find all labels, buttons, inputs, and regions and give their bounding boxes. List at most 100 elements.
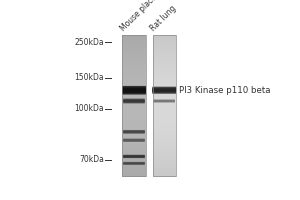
Bar	[122, 152, 146, 154]
Bar	[122, 134, 146, 136]
FancyBboxPatch shape	[123, 99, 145, 103]
Bar	[153, 114, 176, 117]
Bar	[122, 111, 146, 113]
Bar	[153, 116, 176, 118]
FancyBboxPatch shape	[154, 100, 175, 102]
FancyBboxPatch shape	[123, 99, 145, 103]
Bar	[122, 106, 146, 108]
Bar	[122, 157, 146, 159]
Bar	[122, 37, 146, 39]
Bar	[153, 86, 176, 88]
FancyBboxPatch shape	[123, 155, 145, 158]
Bar	[122, 139, 146, 141]
Bar	[153, 61, 176, 63]
Bar	[122, 113, 146, 115]
Bar	[122, 102, 146, 104]
FancyBboxPatch shape	[152, 88, 176, 92]
Bar	[153, 100, 176, 102]
Bar	[153, 67, 176, 69]
Bar	[122, 79, 146, 81]
FancyBboxPatch shape	[122, 86, 146, 95]
Bar	[122, 40, 146, 42]
FancyBboxPatch shape	[123, 162, 145, 165]
Bar	[153, 145, 176, 147]
Bar	[122, 148, 146, 150]
FancyBboxPatch shape	[123, 99, 145, 103]
Bar	[122, 81, 146, 83]
Bar	[153, 107, 176, 109]
Bar	[122, 42, 146, 44]
FancyBboxPatch shape	[154, 100, 175, 102]
Bar	[153, 68, 176, 71]
FancyBboxPatch shape	[123, 100, 145, 102]
FancyBboxPatch shape	[123, 156, 145, 157]
FancyBboxPatch shape	[154, 100, 175, 102]
Bar	[153, 146, 176, 148]
Bar	[122, 100, 146, 102]
Bar	[122, 150, 146, 152]
Bar	[122, 109, 146, 111]
Text: PI3 Kinase p110 beta: PI3 Kinase p110 beta	[179, 86, 271, 95]
FancyBboxPatch shape	[123, 162, 145, 165]
FancyBboxPatch shape	[122, 88, 146, 92]
Bar	[153, 161, 176, 163]
Bar	[153, 171, 176, 173]
FancyBboxPatch shape	[123, 99, 145, 103]
FancyBboxPatch shape	[123, 156, 145, 157]
FancyBboxPatch shape	[123, 139, 145, 142]
Bar	[122, 35, 146, 176]
Bar	[122, 132, 146, 134]
Bar	[153, 132, 176, 134]
Bar	[153, 58, 176, 60]
Bar	[153, 90, 176, 92]
Bar	[122, 143, 146, 145]
Bar	[122, 130, 146, 132]
FancyBboxPatch shape	[123, 155, 145, 158]
Bar	[153, 99, 176, 101]
Bar	[122, 56, 146, 58]
Bar	[122, 122, 146, 124]
Text: Mouse placenta: Mouse placenta	[118, 0, 167, 33]
Bar	[153, 79, 176, 81]
Bar	[122, 161, 146, 163]
Bar	[153, 169, 176, 171]
Bar	[153, 148, 176, 150]
Bar	[153, 49, 176, 51]
Bar	[153, 130, 176, 132]
FancyBboxPatch shape	[122, 87, 146, 94]
Bar	[122, 168, 146, 170]
Bar	[153, 81, 176, 83]
Bar	[153, 157, 176, 159]
Bar	[153, 88, 176, 90]
FancyBboxPatch shape	[123, 100, 145, 102]
Bar	[153, 168, 176, 170]
Bar	[122, 84, 146, 86]
Bar	[153, 166, 176, 168]
Bar	[122, 114, 146, 117]
Bar	[153, 153, 176, 156]
FancyBboxPatch shape	[123, 131, 145, 133]
Bar	[153, 38, 176, 40]
Bar	[153, 164, 176, 166]
FancyBboxPatch shape	[152, 89, 176, 92]
Bar	[122, 116, 146, 118]
Bar	[122, 129, 146, 131]
Bar	[153, 173, 176, 175]
Bar	[122, 141, 146, 143]
Bar	[153, 44, 176, 46]
FancyBboxPatch shape	[152, 87, 176, 94]
Bar	[153, 56, 176, 58]
Bar	[122, 127, 146, 129]
Bar	[122, 118, 146, 120]
Bar	[153, 122, 176, 124]
Bar	[153, 40, 176, 42]
Bar	[153, 37, 176, 39]
Bar	[122, 68, 146, 71]
Bar	[122, 45, 146, 47]
Bar	[122, 107, 146, 109]
FancyBboxPatch shape	[123, 139, 145, 141]
Bar	[122, 95, 146, 97]
Bar	[153, 159, 176, 161]
FancyBboxPatch shape	[122, 88, 146, 92]
Bar	[122, 173, 146, 175]
